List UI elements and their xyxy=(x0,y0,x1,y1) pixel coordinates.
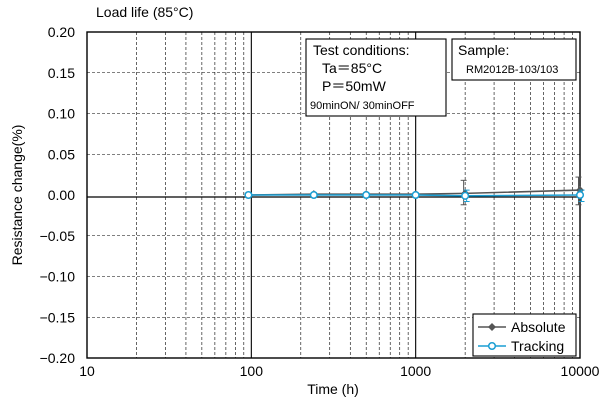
y-axis-label: Resistance change(%) xyxy=(9,125,25,266)
y-tick-label: 0.00 xyxy=(48,187,75,203)
y-tick-label: 0.05 xyxy=(48,146,75,162)
test-conditions-temperature: Ta＝85°C xyxy=(322,60,382,76)
x-axis-label: Time (h) xyxy=(307,381,359,397)
chart-title: Load life (85°C) xyxy=(96,4,193,20)
y-tick-label: 0.20 xyxy=(48,24,75,40)
data-point-tracking xyxy=(411,190,420,200)
y-tick-label: −0.15 xyxy=(40,309,76,325)
test-conditions-cycle: 90minON/ 30minOFF xyxy=(310,100,415,112)
y-tick-label: 0.10 xyxy=(48,106,75,122)
y-tick-label: −0.10 xyxy=(40,269,76,285)
test-conditions-title: Test conditions: xyxy=(313,42,410,58)
legend: Absolute Tracking xyxy=(472,313,577,357)
x-tick-label: 10 xyxy=(79,363,95,379)
y-tick-label: 0.15 xyxy=(48,65,75,81)
y-tick-label: −0.20 xyxy=(40,350,76,366)
sample-value: RM2012B-103/103 xyxy=(466,64,558,76)
x-axis-tick-labels: 10 100 1000 10000 xyxy=(79,363,599,379)
y-axis-tick-labels: 0.20 0.15 0.10 0.05 0.00 −0.05 −0.10 −0.15 −0.20 xyxy=(40,24,76,366)
legend-label-tracking: Tracking xyxy=(511,338,564,354)
data-point-tracking xyxy=(461,191,470,200)
data-point-tracking xyxy=(575,190,585,200)
test-conditions-box: Test conditions: Ta＝85°C P＝50mW 90minON/… xyxy=(305,38,447,117)
legend-marker-tracking xyxy=(487,341,497,351)
data-point-tracking xyxy=(362,190,371,200)
sample-box: Sample: RM2012B-103/103 xyxy=(451,38,577,81)
x-tick-label: 100 xyxy=(240,363,264,379)
y-tick-label: −0.05 xyxy=(40,228,76,244)
series-tracking xyxy=(244,189,585,203)
sample-frame xyxy=(451,38,577,81)
series-line-tracking xyxy=(248,194,581,197)
data-point-tracking xyxy=(309,190,318,200)
data-point-tracking xyxy=(244,190,253,200)
test-conditions-frame xyxy=(305,38,447,117)
sample-title: Sample: xyxy=(458,42,509,58)
x-tick-label: 10000 xyxy=(561,363,600,379)
legend-marker-absolute xyxy=(488,323,496,331)
series-layer xyxy=(244,176,585,206)
test-conditions-power: P＝50mW xyxy=(322,78,387,94)
legend-label-absolute: Absolute xyxy=(511,319,566,335)
series-absolute xyxy=(244,176,584,206)
x-tick-label: 1000 xyxy=(400,363,431,379)
